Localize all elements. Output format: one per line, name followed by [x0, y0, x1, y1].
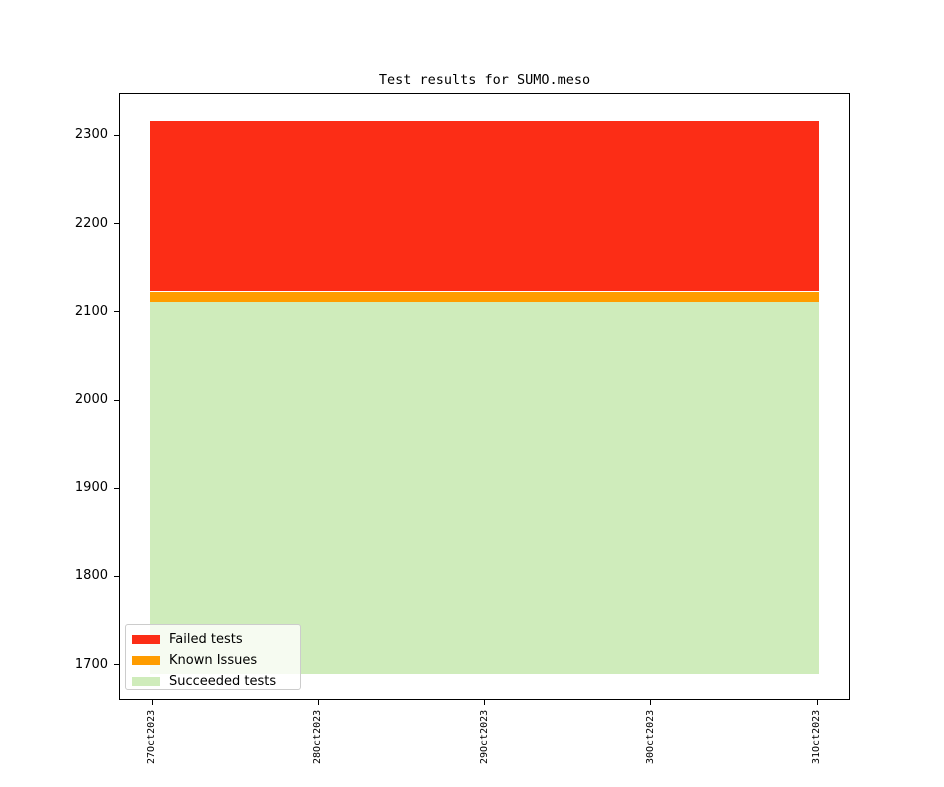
- x-tick-label: 30Oct2023: [644, 709, 656, 764]
- y-tick-mark: [114, 223, 119, 225]
- legend-swatch-succeeded-tests: [132, 677, 160, 686]
- legend-label-known-issues: Known Issues: [169, 652, 258, 668]
- x-tick-mark: [484, 700, 485, 705]
- y-tick-label: 2000: [74, 392, 108, 408]
- y-tick-label: 1800: [74, 568, 108, 584]
- chart-title: Test results for SUMO.meso: [378, 72, 591, 88]
- legend-swatch-known-issues: [132, 656, 160, 665]
- y-tick-mark: [114, 311, 119, 313]
- area-known-issues: [150, 291, 819, 303]
- x-tick-mark: [151, 700, 153, 705]
- y-tick-label: 1700: [74, 656, 108, 672]
- x-tick-label: 29Oct2023: [478, 709, 490, 764]
- area-failed-tests: [150, 121, 819, 292]
- legend: Failed tests Known Issues Succeeded test…: [125, 624, 301, 690]
- y-tick-label: 2300: [74, 127, 108, 143]
- x-tick-mark: [317, 700, 319, 705]
- x-tick-label: 31Oct2023: [811, 709, 822, 764]
- legend-item-succeeded-tests: Succeeded tests: [132, 671, 300, 692]
- y-tick-mark: [114, 134, 119, 136]
- x-tick-label: 27Oct2023: [146, 709, 157, 764]
- x-tick-label: 28Oct2023: [312, 709, 324, 764]
- legend-label-failed-tests: Failed tests: [169, 631, 243, 647]
- legend-swatch-failed-tests: [132, 635, 160, 644]
- area-succeeded-tests: [150, 302, 819, 675]
- legend-label-succeeded-tests: Succeeded tests: [169, 673, 277, 689]
- legend-item-failed-tests: Failed tests: [132, 629, 300, 650]
- y-tick-mark: [114, 575, 119, 577]
- y-tick-label: 1900: [74, 480, 108, 496]
- legend-item-known-issues: Known Issues: [132, 650, 300, 671]
- y-tick-mark: [114, 487, 119, 489]
- x-tick-mark: [816, 700, 818, 705]
- y-tick-label: 2100: [74, 303, 108, 319]
- x-tick-mark: [650, 700, 652, 705]
- y-tick-label: 2200: [74, 215, 108, 231]
- y-tick-mark: [114, 664, 119, 666]
- y-tick-mark: [114, 399, 119, 401]
- plot-area: [119, 93, 850, 700]
